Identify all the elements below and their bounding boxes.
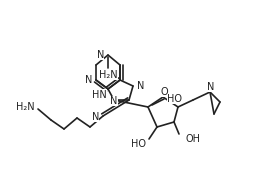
Text: O: O: [160, 87, 168, 97]
Text: N: N: [207, 82, 215, 92]
Text: N: N: [137, 81, 144, 91]
Text: HO: HO: [131, 139, 146, 149]
Text: N: N: [92, 112, 99, 122]
Text: HN: HN: [92, 90, 107, 100]
Text: N: N: [85, 75, 92, 85]
Text: N: N: [97, 50, 104, 60]
Text: H₂N: H₂N: [16, 102, 35, 112]
Text: OH: OH: [186, 134, 201, 144]
Text: H₂N: H₂N: [99, 70, 117, 80]
Text: N: N: [110, 96, 118, 106]
Text: HO: HO: [167, 94, 182, 104]
